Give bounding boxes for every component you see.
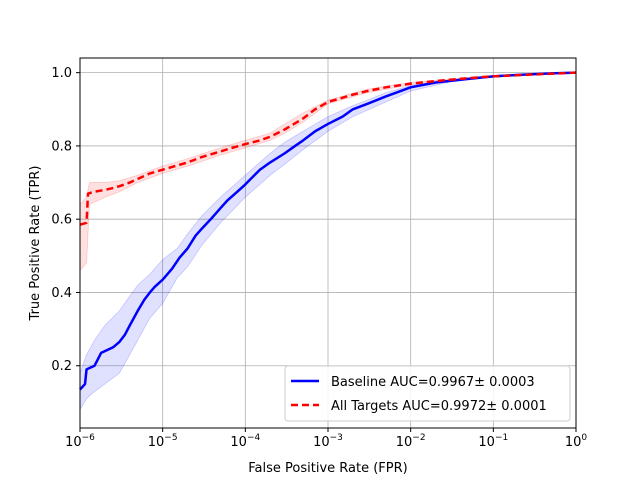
x-tick-label: 10−1: [478, 433, 508, 450]
y-tick-label: 1.0: [51, 66, 72, 81]
x-tick-label: 10−5: [148, 433, 178, 450]
x-tick-label: 10−3: [313, 433, 343, 450]
x-tick-label: 100: [565, 433, 588, 450]
series-line-all-targets: [79, 71, 577, 226]
y-tick-label: 0.4: [51, 286, 72, 301]
x-tick-label: 10−2: [396, 433, 426, 450]
y-axis: 0.2 0.4 0.6 0.8 1.0: [51, 66, 80, 374]
legend: Baseline AUC=0.9967± 0.0003 All Targets …: [284, 365, 571, 422]
legend-label-all-targets: All Targets AUC=0.9972± 0.0001: [331, 399, 547, 414]
grid: [79, 58, 577, 428]
y-tick-label: 0.8: [51, 139, 72, 154]
y-axis-label: True Positive Rate (TPR): [28, 166, 43, 322]
series-line-baseline: [79, 71, 577, 391]
legend-box: [284, 365, 571, 422]
x-axis-label: False Positive Rate (FPR): [248, 461, 407, 476]
series-lines: [79, 71, 577, 391]
y-tick-label: 0.6: [51, 213, 72, 228]
x-tick-label: 10−4: [230, 433, 260, 450]
y-tick-label: 0.2: [51, 359, 72, 374]
x-axis: 10−6 10−5 10−4 10−3 10−2 10−1 100: [65, 428, 587, 450]
x-tick-label: 10−6: [65, 433, 95, 450]
legend-label-baseline: Baseline AUC=0.9967± 0.0003: [331, 375, 535, 390]
